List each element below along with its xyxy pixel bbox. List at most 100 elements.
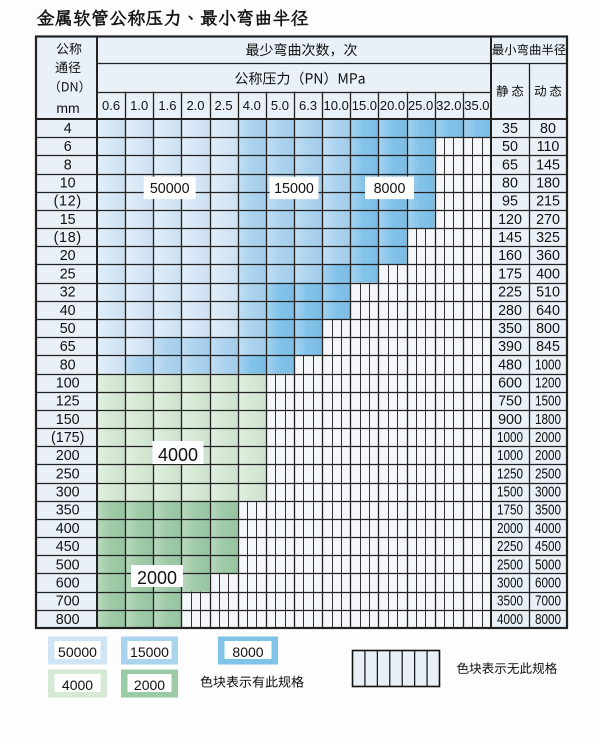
svg-text:1500: 1500	[497, 483, 523, 499]
svg-text:1800: 1800	[535, 411, 561, 427]
svg-text:180: 180	[536, 176, 560, 192]
svg-text:145: 145	[498, 230, 522, 246]
svg-text:900: 900	[498, 412, 522, 428]
svg-text:6: 6	[64, 139, 72, 155]
svg-text:800: 800	[536, 321, 560, 337]
svg-text:2500: 2500	[535, 465, 561, 481]
svg-text:510: 510	[536, 285, 560, 301]
svg-text:4000: 4000	[497, 611, 523, 627]
svg-text:15.0: 15.0	[352, 98, 377, 113]
svg-text:110: 110	[537, 139, 560, 155]
svg-text:4500: 4500	[535, 538, 561, 554]
svg-text:95: 95	[502, 194, 518, 210]
svg-text:80: 80	[540, 121, 556, 137]
svg-text:65: 65	[60, 339, 76, 355]
svg-text:200: 200	[56, 448, 80, 464]
svg-text:125: 125	[56, 394, 80, 410]
svg-text:2000: 2000	[535, 429, 561, 445]
svg-text:15: 15	[60, 212, 76, 228]
svg-text:3000: 3000	[497, 574, 523, 590]
svg-text:400: 400	[56, 521, 80, 537]
svg-text:1750: 1750	[497, 502, 523, 518]
svg-text:5000: 5000	[535, 556, 561, 572]
svg-text:50000: 50000	[58, 644, 97, 660]
svg-text:4000: 4000	[62, 677, 93, 693]
svg-text:25: 25	[60, 266, 76, 282]
svg-text:120: 120	[498, 212, 522, 228]
svg-text:450: 450	[56, 539, 80, 555]
svg-text:4.0: 4.0	[243, 98, 261, 113]
svg-text:4000: 4000	[158, 445, 198, 465]
svg-text:6000: 6000	[535, 574, 561, 590]
svg-text:(12): (12)	[54, 194, 82, 210]
svg-text:325: 325	[536, 230, 560, 246]
svg-text:390: 390	[498, 339, 522, 355]
svg-text:40: 40	[60, 303, 76, 319]
svg-text:350: 350	[56, 503, 80, 519]
svg-text:1000: 1000	[497, 429, 523, 445]
svg-text:500: 500	[56, 557, 80, 573]
svg-text:10: 10	[60, 176, 76, 192]
svg-text:10.0: 10.0	[324, 98, 349, 113]
svg-text:100: 100	[56, 376, 80, 392]
svg-text:800: 800	[56, 612, 80, 628]
svg-text:215: 215	[536, 194, 560, 210]
svg-text:4000: 4000	[535, 520, 561, 536]
svg-text:3500: 3500	[497, 592, 523, 608]
svg-text:80: 80	[60, 357, 76, 373]
svg-text:8000: 8000	[232, 644, 263, 660]
svg-text:640: 640	[536, 303, 560, 319]
svg-text:145: 145	[536, 157, 560, 173]
svg-text:(18): (18)	[54, 230, 82, 246]
svg-text:0.6: 0.6	[102, 98, 120, 113]
svg-text:5.0: 5.0	[271, 98, 289, 113]
svg-text:1000: 1000	[535, 356, 561, 372]
svg-text:80: 80	[502, 176, 518, 192]
svg-text:2250: 2250	[497, 538, 523, 554]
svg-text:8: 8	[64, 157, 72, 173]
svg-text:15000: 15000	[274, 181, 314, 197]
svg-text:1500: 1500	[535, 393, 561, 409]
svg-text:8000: 8000	[374, 181, 406, 197]
svg-text:845: 845	[536, 339, 560, 355]
svg-text:270: 270	[536, 212, 560, 228]
svg-text:32: 32	[60, 285, 76, 301]
svg-text:700: 700	[56, 594, 80, 610]
svg-text:750: 750	[498, 394, 522, 410]
svg-text:1250: 1250	[497, 465, 523, 481]
svg-text:2000: 2000	[535, 447, 561, 463]
svg-text:4: 4	[64, 121, 72, 137]
svg-text:20: 20	[60, 248, 76, 264]
svg-text:480: 480	[498, 357, 522, 373]
svg-text:300: 300	[56, 485, 80, 501]
svg-text:400: 400	[536, 266, 560, 282]
svg-text:65: 65	[502, 157, 518, 173]
svg-text:1000: 1000	[497, 447, 523, 463]
svg-text:8000: 8000	[535, 611, 561, 627]
svg-text:3500: 3500	[535, 502, 561, 518]
svg-text:600: 600	[56, 576, 80, 592]
svg-text:15000: 15000	[130, 644, 169, 660]
svg-text:6.3: 6.3	[299, 98, 317, 113]
svg-text:35: 35	[502, 121, 518, 137]
svg-text:175: 175	[498, 266, 522, 282]
svg-text:50: 50	[502, 139, 518, 155]
svg-text:2000: 2000	[497, 520, 523, 536]
svg-text:1200: 1200	[535, 374, 561, 390]
svg-text:2000: 2000	[134, 677, 165, 693]
svg-text:360: 360	[536, 248, 560, 264]
svg-text:350: 350	[498, 321, 522, 337]
svg-text:2.5: 2.5	[215, 98, 233, 113]
svg-text:mm: mm	[56, 100, 79, 116]
svg-text:150: 150	[56, 412, 80, 428]
svg-text:50: 50	[60, 321, 76, 337]
svg-text:20.0: 20.0	[380, 98, 405, 113]
svg-text:2500: 2500	[497, 556, 523, 572]
svg-text:600: 600	[498, 376, 522, 392]
svg-text:25.0: 25.0	[408, 98, 433, 113]
svg-text:160: 160	[498, 248, 522, 264]
svg-text:2000: 2000	[137, 568, 177, 588]
svg-text:2.0: 2.0	[186, 98, 204, 113]
svg-text:1.6: 1.6	[158, 98, 176, 113]
svg-text:(175): (175)	[51, 430, 84, 446]
